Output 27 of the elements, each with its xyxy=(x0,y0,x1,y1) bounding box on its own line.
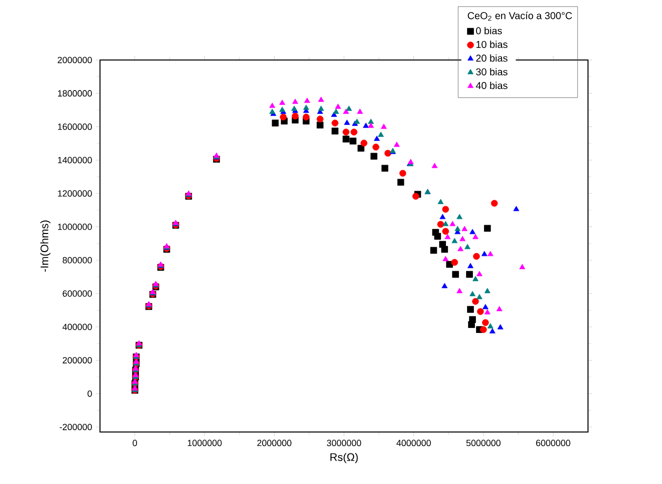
legend-label: 10 bias xyxy=(476,40,508,48)
x-tick-label: 0 xyxy=(132,440,138,446)
y-tick-label: 600000 xyxy=(62,290,92,297)
x-axis-title: Rs(Ω) xyxy=(330,452,358,464)
x-tick-label: 1000000 xyxy=(188,440,222,446)
y-tick-label: 0 xyxy=(88,390,92,397)
y-axis-title: -Im(Ohms) xyxy=(40,220,50,272)
y-tick-label: 1200000 xyxy=(58,190,92,197)
x-tick-label: 6000000 xyxy=(536,440,570,446)
x-tick-label: 3000000 xyxy=(326,440,362,446)
legend-title: CeO$_{2}$ en Vacío a 300°C xyxy=(468,12,572,21)
x-tick-label: 4000000 xyxy=(396,440,431,446)
x-tick-label: 5000000 xyxy=(466,440,501,446)
legend-label: 0 bias xyxy=(476,26,502,34)
y-tick-label: 400000 xyxy=(62,324,92,330)
y-tick-label: 1400000 xyxy=(58,156,92,164)
y-tick-label: 200000 xyxy=(62,357,92,364)
y-tick-label: -200000 xyxy=(60,424,92,430)
x-tick-label: 2000000 xyxy=(257,440,292,446)
y-tick-label: 1600000 xyxy=(58,124,92,130)
y-tick-label: 2000000 xyxy=(58,56,92,64)
legend-label: 20 bias xyxy=(476,54,508,62)
y-tick-label: 1800000 xyxy=(58,90,92,97)
y-tick-label: 800000 xyxy=(62,257,92,264)
y-tick-label: 1000000 xyxy=(58,224,92,230)
legend-label: 40 bias xyxy=(476,82,508,90)
legend-label: 30 bias xyxy=(476,68,508,76)
